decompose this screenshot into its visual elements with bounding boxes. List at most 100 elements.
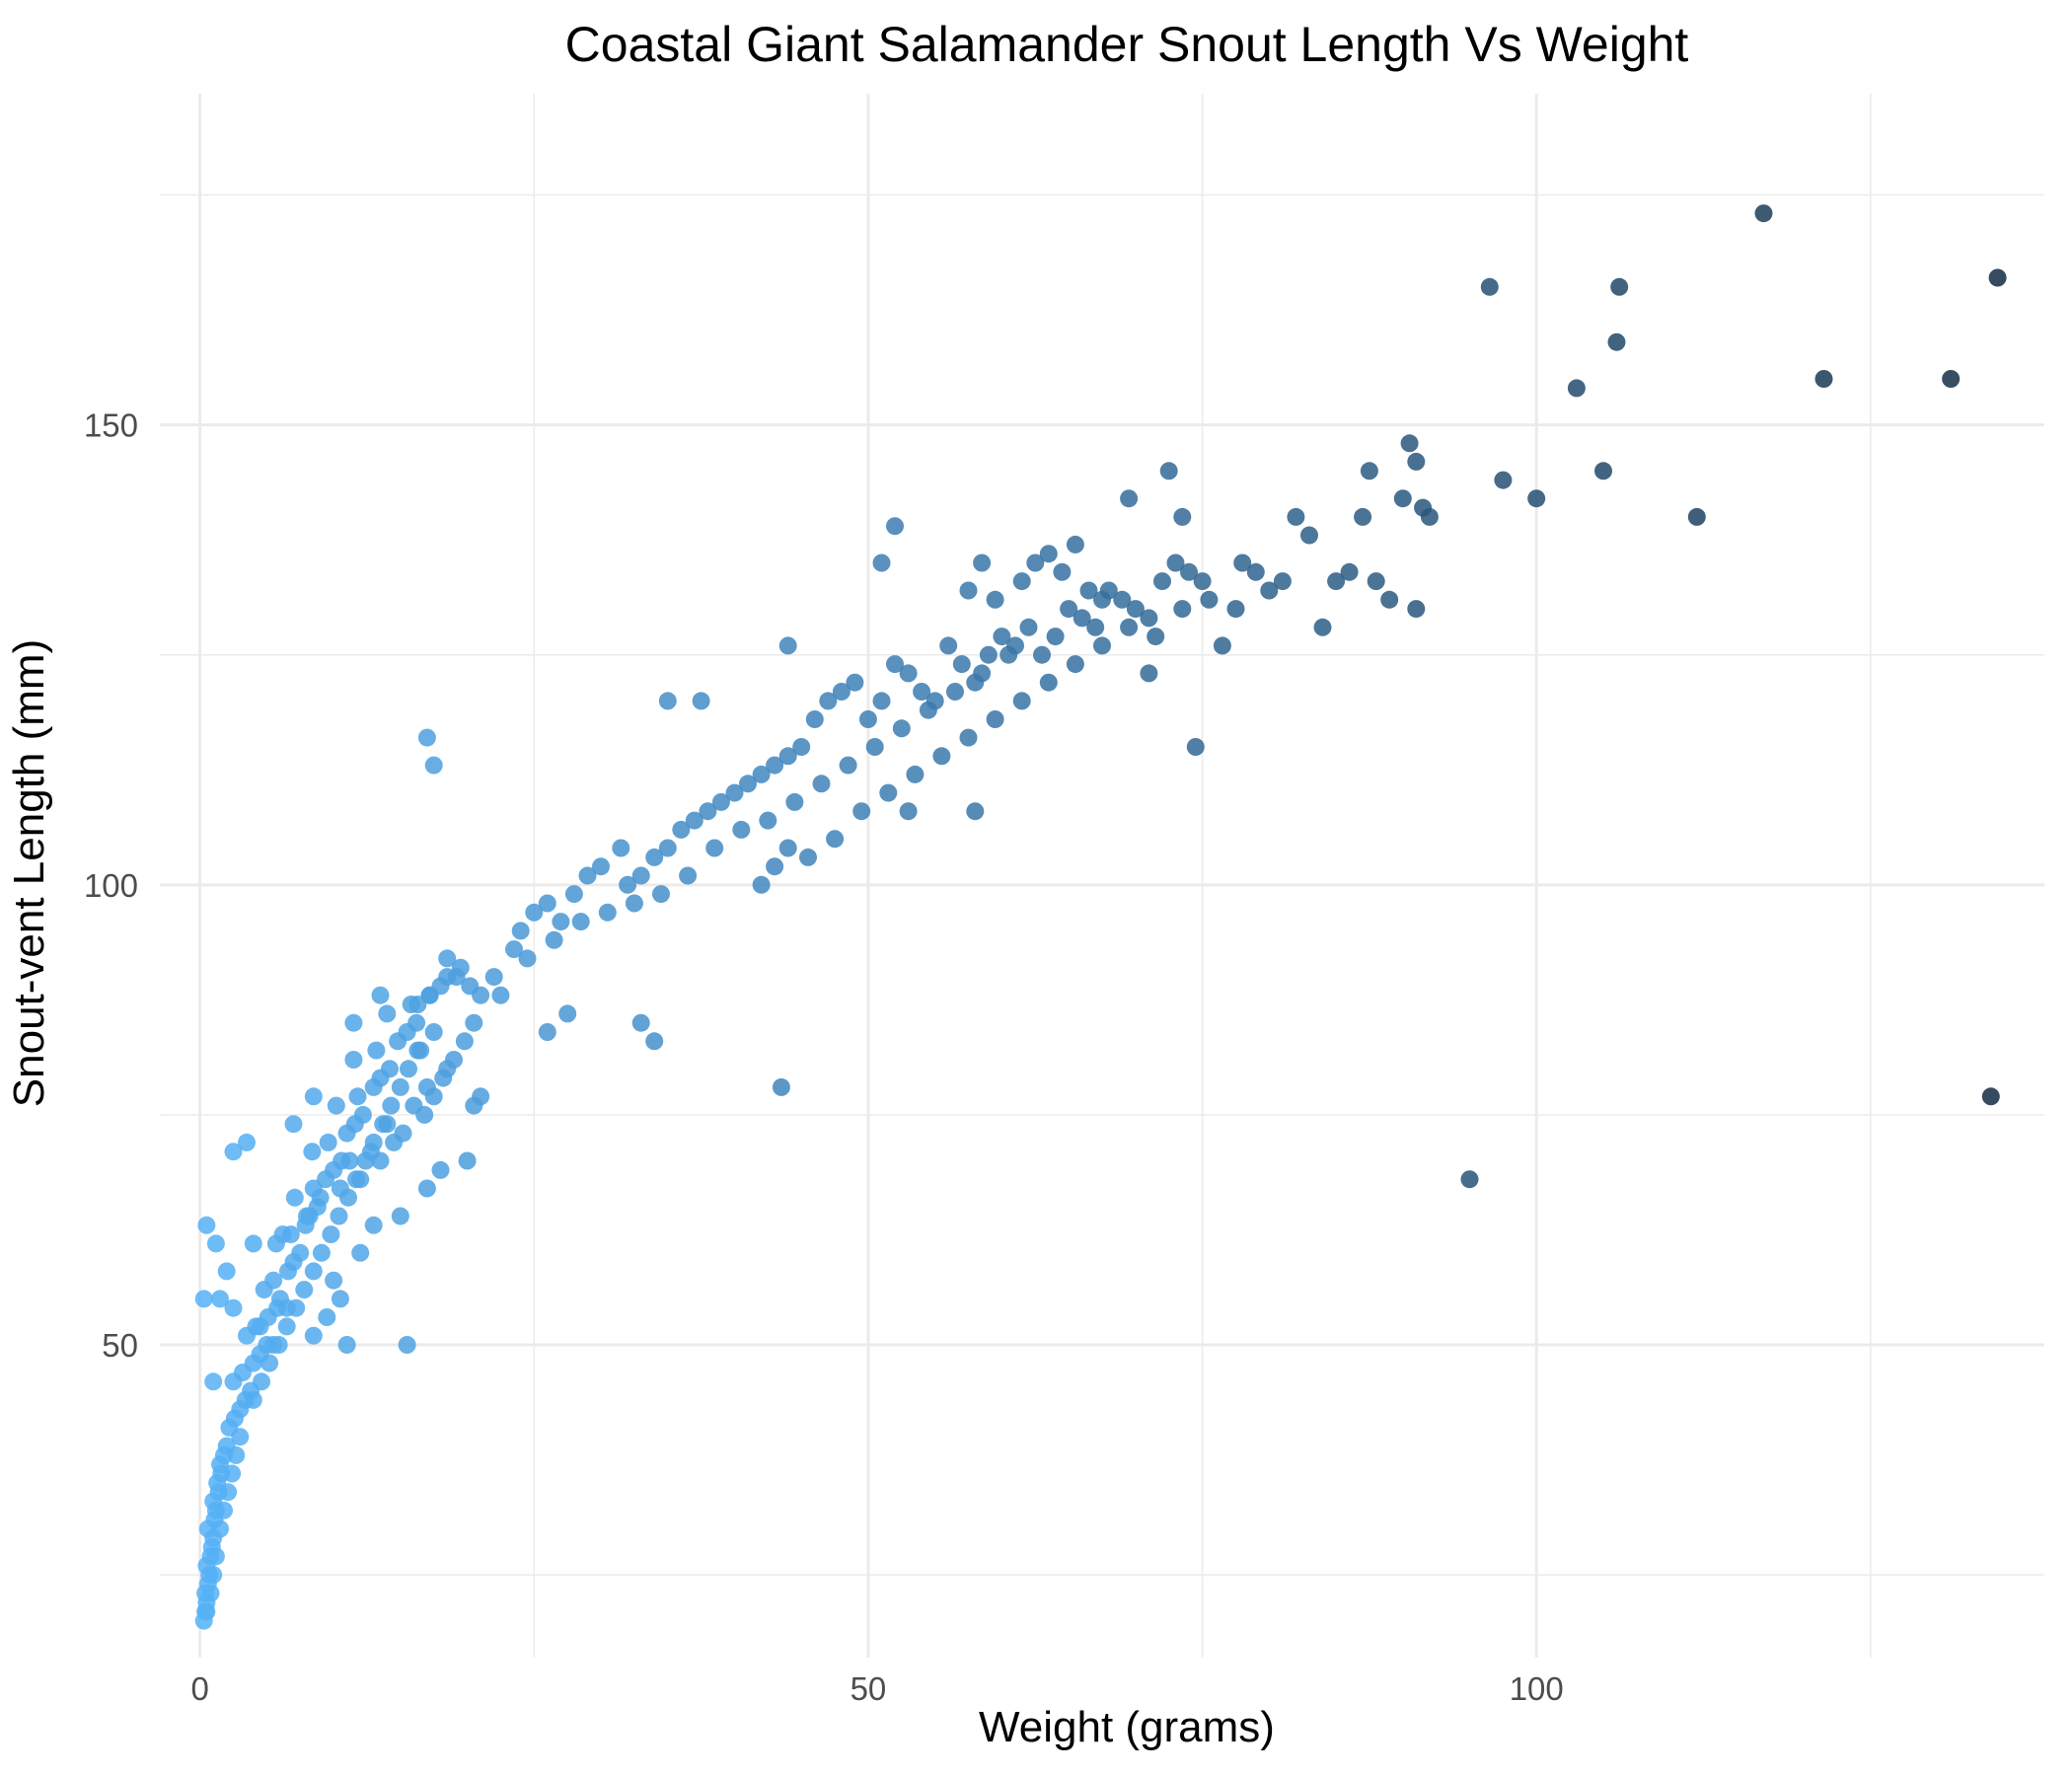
data-point xyxy=(438,949,457,968)
y-tick-label: 50 xyxy=(102,1327,138,1364)
data-point xyxy=(391,1077,409,1096)
data-point xyxy=(318,1308,336,1326)
data-point xyxy=(1012,572,1031,591)
data-point xyxy=(1173,600,1192,619)
data-point xyxy=(211,1290,229,1308)
data-point xyxy=(739,775,757,793)
data-point xyxy=(325,1271,343,1290)
data-point xyxy=(223,1464,242,1483)
data-point xyxy=(400,1060,417,1078)
data-point xyxy=(966,673,985,692)
data-point xyxy=(1066,655,1084,674)
data-point xyxy=(298,1207,316,1225)
data-point xyxy=(219,1483,238,1502)
data-point xyxy=(417,1077,436,1096)
data-point xyxy=(227,1445,246,1464)
data-point xyxy=(1053,562,1072,581)
data-point xyxy=(1093,636,1111,655)
data-point xyxy=(351,1243,370,1262)
data-point xyxy=(826,830,845,849)
data-point xyxy=(959,728,978,747)
data-point xyxy=(1140,609,1158,628)
data-point xyxy=(407,1013,426,1032)
data-point xyxy=(424,1023,443,1041)
data-point xyxy=(759,811,777,830)
chart-title: Coastal Giant Salamander Snout Length Vs… xyxy=(565,17,1689,72)
data-point xyxy=(1213,636,1231,655)
data-point xyxy=(778,747,797,766)
data-point xyxy=(879,783,898,802)
x-tick-label: 100 xyxy=(1510,1670,1564,1707)
data-point xyxy=(545,930,563,949)
data-point xyxy=(872,692,891,710)
data-point xyxy=(351,1170,370,1189)
data-point xyxy=(1400,434,1419,453)
data-point xyxy=(1360,462,1378,481)
data-point xyxy=(244,1234,262,1253)
data-point xyxy=(322,1225,340,1244)
data-point xyxy=(458,1151,477,1170)
y-tick-label: 100 xyxy=(84,867,138,904)
data-point xyxy=(711,792,730,811)
data-point xyxy=(1079,581,1098,600)
data-point xyxy=(986,590,1004,609)
data-point xyxy=(1012,692,1031,710)
grid-lines xyxy=(160,94,2044,1658)
data-point xyxy=(304,1087,323,1106)
data-point xyxy=(959,581,978,600)
data-point xyxy=(1060,600,1078,619)
data-point xyxy=(578,866,597,885)
data-point xyxy=(1147,628,1165,646)
data-point xyxy=(872,554,891,572)
data-point xyxy=(217,1262,236,1281)
data-point xyxy=(1153,572,1171,591)
data-point xyxy=(1527,489,1546,508)
data-point xyxy=(785,792,804,811)
data-point xyxy=(344,1051,363,1069)
data-point xyxy=(362,1143,380,1161)
data-point xyxy=(472,1087,490,1106)
data-point xyxy=(465,1013,483,1032)
data-point xyxy=(417,1179,436,1198)
data-point xyxy=(1226,600,1245,619)
y-axis-title: Snout-vent Length (mm) xyxy=(5,639,53,1107)
data-point xyxy=(438,1060,457,1078)
data-point xyxy=(451,958,470,977)
data-point xyxy=(645,848,664,866)
data-point xyxy=(725,783,744,802)
data-point xyxy=(899,664,918,683)
x-tick-label: 0 xyxy=(190,1670,208,1707)
data-point xyxy=(1173,507,1192,526)
data-point xyxy=(752,875,771,894)
data-point xyxy=(518,949,537,968)
data-point xyxy=(772,1077,790,1096)
data-point xyxy=(1414,498,1433,517)
data-point xyxy=(378,1004,397,1023)
data-point xyxy=(204,1566,223,1585)
data-point xyxy=(251,1317,269,1336)
data-point xyxy=(1186,738,1205,756)
data-point xyxy=(973,554,992,572)
data-point xyxy=(946,683,964,701)
data-point xyxy=(558,1004,577,1023)
data-point xyxy=(658,839,677,857)
data-point xyxy=(571,913,590,931)
data-point xyxy=(1193,572,1212,591)
data-point xyxy=(812,775,831,793)
data-point xyxy=(311,1188,330,1207)
data-point xyxy=(1113,590,1132,609)
data-point xyxy=(1026,554,1045,572)
data-point xyxy=(1754,204,1773,223)
data-point xyxy=(1246,562,1265,581)
data-point xyxy=(344,1013,363,1032)
data-point xyxy=(619,875,637,894)
data-point xyxy=(1039,673,1058,692)
data-point xyxy=(1166,554,1185,572)
data-point xyxy=(1233,554,1252,572)
x-axis-title: Weight (grams) xyxy=(979,1703,1275,1751)
data-point xyxy=(799,848,817,866)
data-point xyxy=(1200,590,1219,609)
data-point xyxy=(1610,277,1629,296)
data-point xyxy=(899,802,918,821)
data-point xyxy=(1942,370,1961,388)
